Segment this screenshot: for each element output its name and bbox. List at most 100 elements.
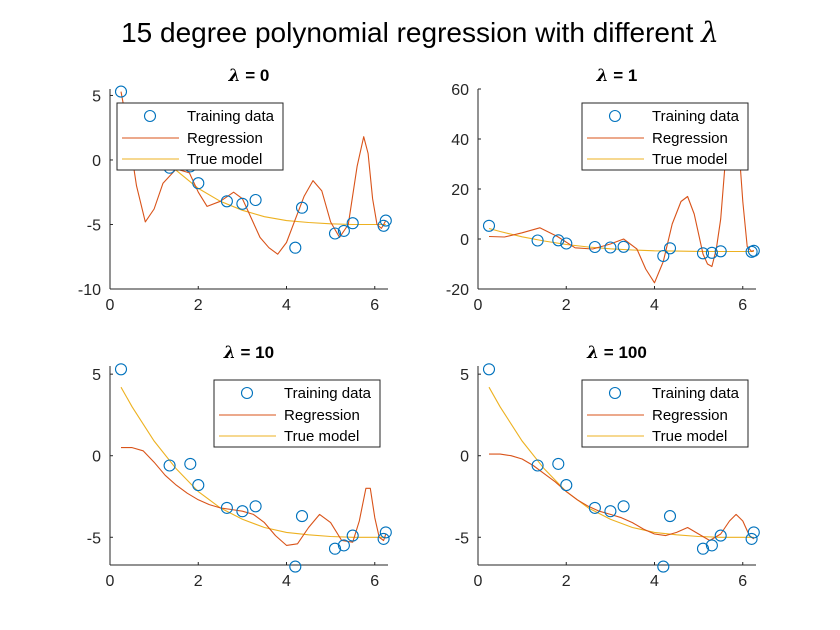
- training-point: [249, 193, 262, 207]
- subplot-title-lambda: λ: [596, 66, 609, 86]
- training-point: [714, 529, 727, 542]
- legend-label: Training data: [652, 108, 740, 125]
- plot-area: [120, 386, 387, 546]
- training-point: [663, 242, 677, 255]
- legend-label: True model: [652, 428, 727, 445]
- subplot-title-value: = 10: [236, 343, 274, 362]
- x-tick-label: 0: [106, 297, 115, 314]
- x-tick-label: 0: [106, 573, 115, 590]
- training-point: [482, 219, 496, 232]
- training-point: [604, 505, 617, 518]
- training-point: [696, 247, 710, 260]
- legend-label: Regression: [284, 407, 360, 424]
- subplot-title: λ = 0: [228, 66, 270, 86]
- training-point: [604, 241, 617, 254]
- x-tick-label: 4: [650, 297, 659, 314]
- training-point: [346, 217, 359, 230]
- legend: Training data Regression True model: [581, 379, 749, 448]
- x-tick-label: 4: [650, 573, 659, 590]
- training-point: [663, 510, 677, 523]
- training-point: [295, 201, 309, 214]
- legend: Training data Regression True model: [213, 379, 381, 448]
- y-tick-label: 0: [460, 232, 469, 249]
- training-point: [114, 85, 128, 98]
- legend-label: True model: [187, 151, 262, 168]
- legend-label: True model: [284, 428, 359, 445]
- training-point: [560, 237, 573, 250]
- legend-label: Training data: [187, 108, 275, 125]
- x-tick-label: 2: [194, 573, 203, 590]
- training-point: [289, 241, 302, 254]
- training-point: [705, 246, 718, 259]
- training-point: [377, 532, 390, 545]
- legend-label: Regression: [187, 130, 263, 147]
- subplot-title: λ = 10: [223, 343, 274, 363]
- training-point: [192, 177, 205, 190]
- training-point: [552, 234, 565, 247]
- training-point: [379, 214, 392, 227]
- training-point: [588, 240, 601, 254]
- subplot-2: λ = 1 0 2 4 6 -20 0 20 40 60 Training data Regressi…: [446, 66, 760, 314]
- training-point: [377, 219, 390, 232]
- subplot-title: λ = 1: [596, 66, 638, 86]
- training-point: [192, 479, 205, 492]
- true-model-line: [120, 386, 386, 538]
- y-tick-label: 20: [451, 182, 469, 199]
- training-point: [289, 560, 302, 573]
- x-tick-label: 6: [738, 297, 747, 314]
- y-tick-label: 5: [460, 367, 469, 384]
- figure-title-lambda: λ: [700, 16, 719, 49]
- subplot-title-value: = 0: [241, 66, 270, 85]
- subplot-title-value: = 1: [609, 66, 638, 85]
- regression-line: [120, 91, 387, 255]
- legend: Training data Regression True model: [581, 102, 749, 171]
- training-point: [184, 457, 197, 470]
- training-point: [346, 529, 359, 542]
- training-point: [657, 560, 670, 573]
- training-point: [114, 363, 128, 376]
- subplot-title-lambda: λ: [228, 66, 241, 86]
- x-tick-label: 6: [370, 297, 379, 314]
- y-tick-label: 0: [460, 449, 469, 466]
- legend: Training data Regression True model: [116, 102, 284, 171]
- training-point: [295, 510, 309, 523]
- training-point: [531, 459, 544, 472]
- x-tick-label: 4: [282, 573, 291, 590]
- subplot-3: λ = 10 0 2 4 6 -5 0 5 Training data Regression Tru…: [87, 343, 392, 590]
- training-point: [220, 195, 233, 208]
- y-tick-label: 0: [92, 153, 101, 170]
- training-point: [337, 539, 350, 552]
- legend-label: Regression: [652, 130, 728, 147]
- legend-marker-training: [608, 109, 622, 123]
- training-point: [328, 542, 342, 555]
- y-tick-label: -20: [446, 282, 469, 299]
- legend-marker-training: [240, 386, 254, 400]
- training-point: [220, 501, 233, 514]
- subplot-title-lambda: λ: [223, 343, 236, 363]
- x-tick-label: 0: [474, 297, 483, 314]
- y-tick-label: -5: [87, 530, 101, 547]
- y-tick-label: -5: [455, 530, 469, 547]
- training-point: [745, 532, 758, 545]
- regression-line: [489, 453, 755, 542]
- legend-marker-training: [143, 109, 157, 123]
- training-point: [714, 245, 727, 258]
- x-tick-label: 6: [370, 573, 379, 590]
- legend-label: True model: [652, 151, 727, 168]
- legend-label: Training data: [284, 385, 372, 402]
- y-tick-label: 0: [92, 449, 101, 466]
- training-point: [236, 197, 249, 210]
- training-point: [747, 244, 760, 257]
- plot-area: [488, 386, 755, 542]
- training-point: [617, 500, 630, 513]
- training-point: [617, 240, 630, 253]
- true-model-line: [488, 386, 754, 538]
- training-point: [588, 501, 601, 514]
- training-point: [560, 479, 573, 492]
- training-point: [747, 526, 760, 539]
- y-tick-label: -5: [87, 217, 101, 234]
- training-point: [531, 234, 544, 247]
- training-point: [379, 526, 392, 539]
